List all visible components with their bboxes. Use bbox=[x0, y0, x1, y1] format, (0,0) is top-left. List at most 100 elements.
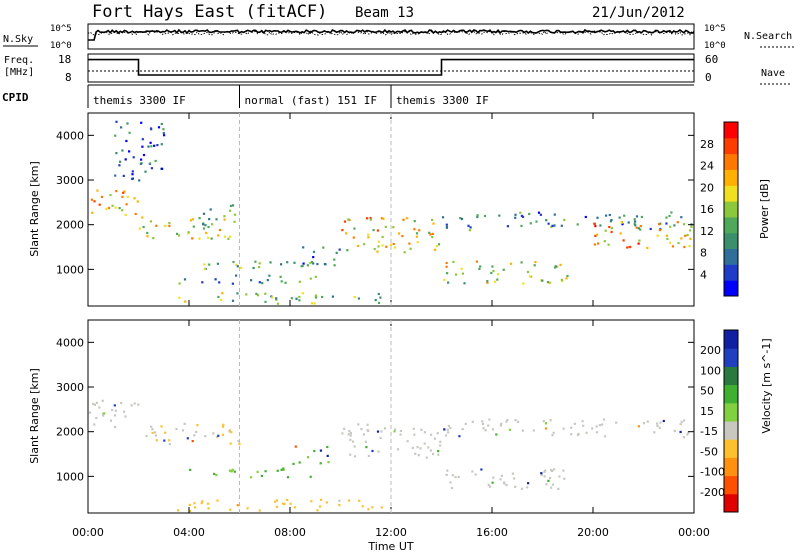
velocity-cell bbox=[581, 420, 584, 423]
power-cell bbox=[341, 229, 344, 232]
velocity-cell bbox=[412, 427, 415, 430]
power-cell bbox=[111, 204, 114, 207]
power-cell bbox=[596, 216, 599, 219]
power-cell bbox=[467, 224, 470, 227]
power-cell bbox=[118, 207, 121, 210]
velocity-cell bbox=[447, 431, 450, 434]
power-cell bbox=[363, 243, 366, 246]
velocity-cell bbox=[429, 449, 432, 452]
power-cell bbox=[460, 217, 464, 221]
velocity-cell bbox=[213, 472, 216, 475]
power-cell bbox=[128, 131, 131, 134]
velocity-cell bbox=[461, 428, 464, 431]
colorbar-tick-label: -50 bbox=[700, 445, 718, 458]
velocity-cell bbox=[326, 454, 329, 457]
y-tick-label: 1000 bbox=[56, 263, 84, 276]
power-cell bbox=[132, 156, 135, 159]
velocity-cell bbox=[439, 440, 442, 443]
power-cell bbox=[547, 222, 550, 225]
velocity-cell bbox=[168, 443, 171, 446]
power-cell bbox=[377, 240, 380, 243]
power-cell bbox=[114, 206, 117, 209]
power-cell bbox=[514, 216, 517, 219]
velocity-cell bbox=[433, 437, 437, 440]
velocity-cell bbox=[151, 431, 154, 434]
power-cell bbox=[684, 234, 687, 237]
power-cell bbox=[519, 211, 522, 214]
power-cell bbox=[447, 281, 450, 284]
power-cell bbox=[286, 261, 289, 264]
power-cell bbox=[160, 143, 163, 146]
power-cell bbox=[634, 224, 637, 227]
velocity-cell bbox=[367, 454, 370, 457]
power-cell bbox=[446, 272, 449, 275]
velocity-cell bbox=[656, 424, 659, 427]
power-cell bbox=[142, 225, 145, 229]
velocity-cell bbox=[585, 431, 588, 434]
power-colorbar: 28 24 20 16 12 8 4 bbox=[700, 121, 739, 297]
power-cell bbox=[141, 216, 144, 219]
power-cell bbox=[123, 190, 126, 193]
power-cell bbox=[377, 301, 381, 304]
velocity-cell bbox=[109, 419, 112, 422]
power-cell bbox=[502, 268, 505, 271]
power-cell bbox=[235, 263, 238, 266]
power-cell bbox=[216, 262, 219, 265]
colorbar-tick-label: 28 bbox=[700, 138, 714, 151]
power-cell bbox=[321, 295, 324, 299]
power-cell bbox=[121, 195, 124, 198]
velocity-cell bbox=[544, 422, 548, 425]
x-tick-label: 00:00 bbox=[72, 526, 104, 539]
velocity-cell bbox=[154, 434, 158, 437]
velocity-cell bbox=[177, 509, 180, 512]
velocity-cell bbox=[679, 430, 682, 434]
velocity-cell bbox=[551, 483, 554, 486]
power-cell bbox=[559, 263, 562, 266]
velocity-cell bbox=[191, 440, 194, 443]
velocity-cell bbox=[542, 420, 545, 423]
velocity-cell bbox=[450, 486, 453, 490]
velocity-cell bbox=[325, 501, 328, 504]
power-cell bbox=[141, 145, 144, 148]
power-cell bbox=[560, 278, 563, 281]
velocity-cell bbox=[196, 424, 199, 427]
power-cell bbox=[539, 213, 542, 216]
velocity-cell bbox=[238, 443, 241, 446]
velocity-cell bbox=[457, 475, 460, 478]
power-cell bbox=[445, 226, 449, 229]
velocity-cell bbox=[446, 469, 449, 472]
velocity-cell bbox=[175, 427, 178, 431]
velocity-cell bbox=[526, 486, 529, 489]
power-cell bbox=[476, 215, 479, 219]
velocity-cell bbox=[120, 401, 123, 405]
power-cell bbox=[275, 298, 278, 301]
velocity-cell bbox=[349, 453, 352, 456]
power-cell bbox=[610, 227, 613, 230]
power-cell bbox=[561, 280, 564, 283]
power-cell bbox=[347, 218, 350, 221]
velocity-cell bbox=[309, 475, 312, 478]
power-cell bbox=[398, 232, 401, 235]
power-cell bbox=[658, 223, 661, 226]
velocity-cell bbox=[662, 419, 665, 423]
velocity-cell bbox=[406, 440, 409, 443]
velocity-cell bbox=[495, 433, 498, 436]
colorbar-tick-label: 24 bbox=[700, 160, 714, 173]
colorbar-swatch bbox=[724, 122, 738, 139]
velocity-cell bbox=[499, 478, 502, 481]
power-cell bbox=[298, 295, 301, 299]
velocity-cell bbox=[413, 433, 416, 436]
velocity-cell bbox=[394, 428, 397, 431]
power-cell bbox=[293, 261, 296, 264]
power-cell bbox=[492, 269, 495, 273]
power-cell bbox=[138, 179, 141, 182]
nave-label: Nave bbox=[761, 68, 785, 79]
power-cell bbox=[413, 228, 416, 231]
power-cell bbox=[628, 246, 631, 249]
power-cell bbox=[434, 248, 437, 251]
velocity-cell bbox=[570, 433, 573, 436]
power-cell bbox=[486, 281, 489, 284]
power-cell bbox=[149, 127, 153, 130]
velocity-cell bbox=[130, 404, 133, 407]
power-cell bbox=[659, 222, 662, 225]
